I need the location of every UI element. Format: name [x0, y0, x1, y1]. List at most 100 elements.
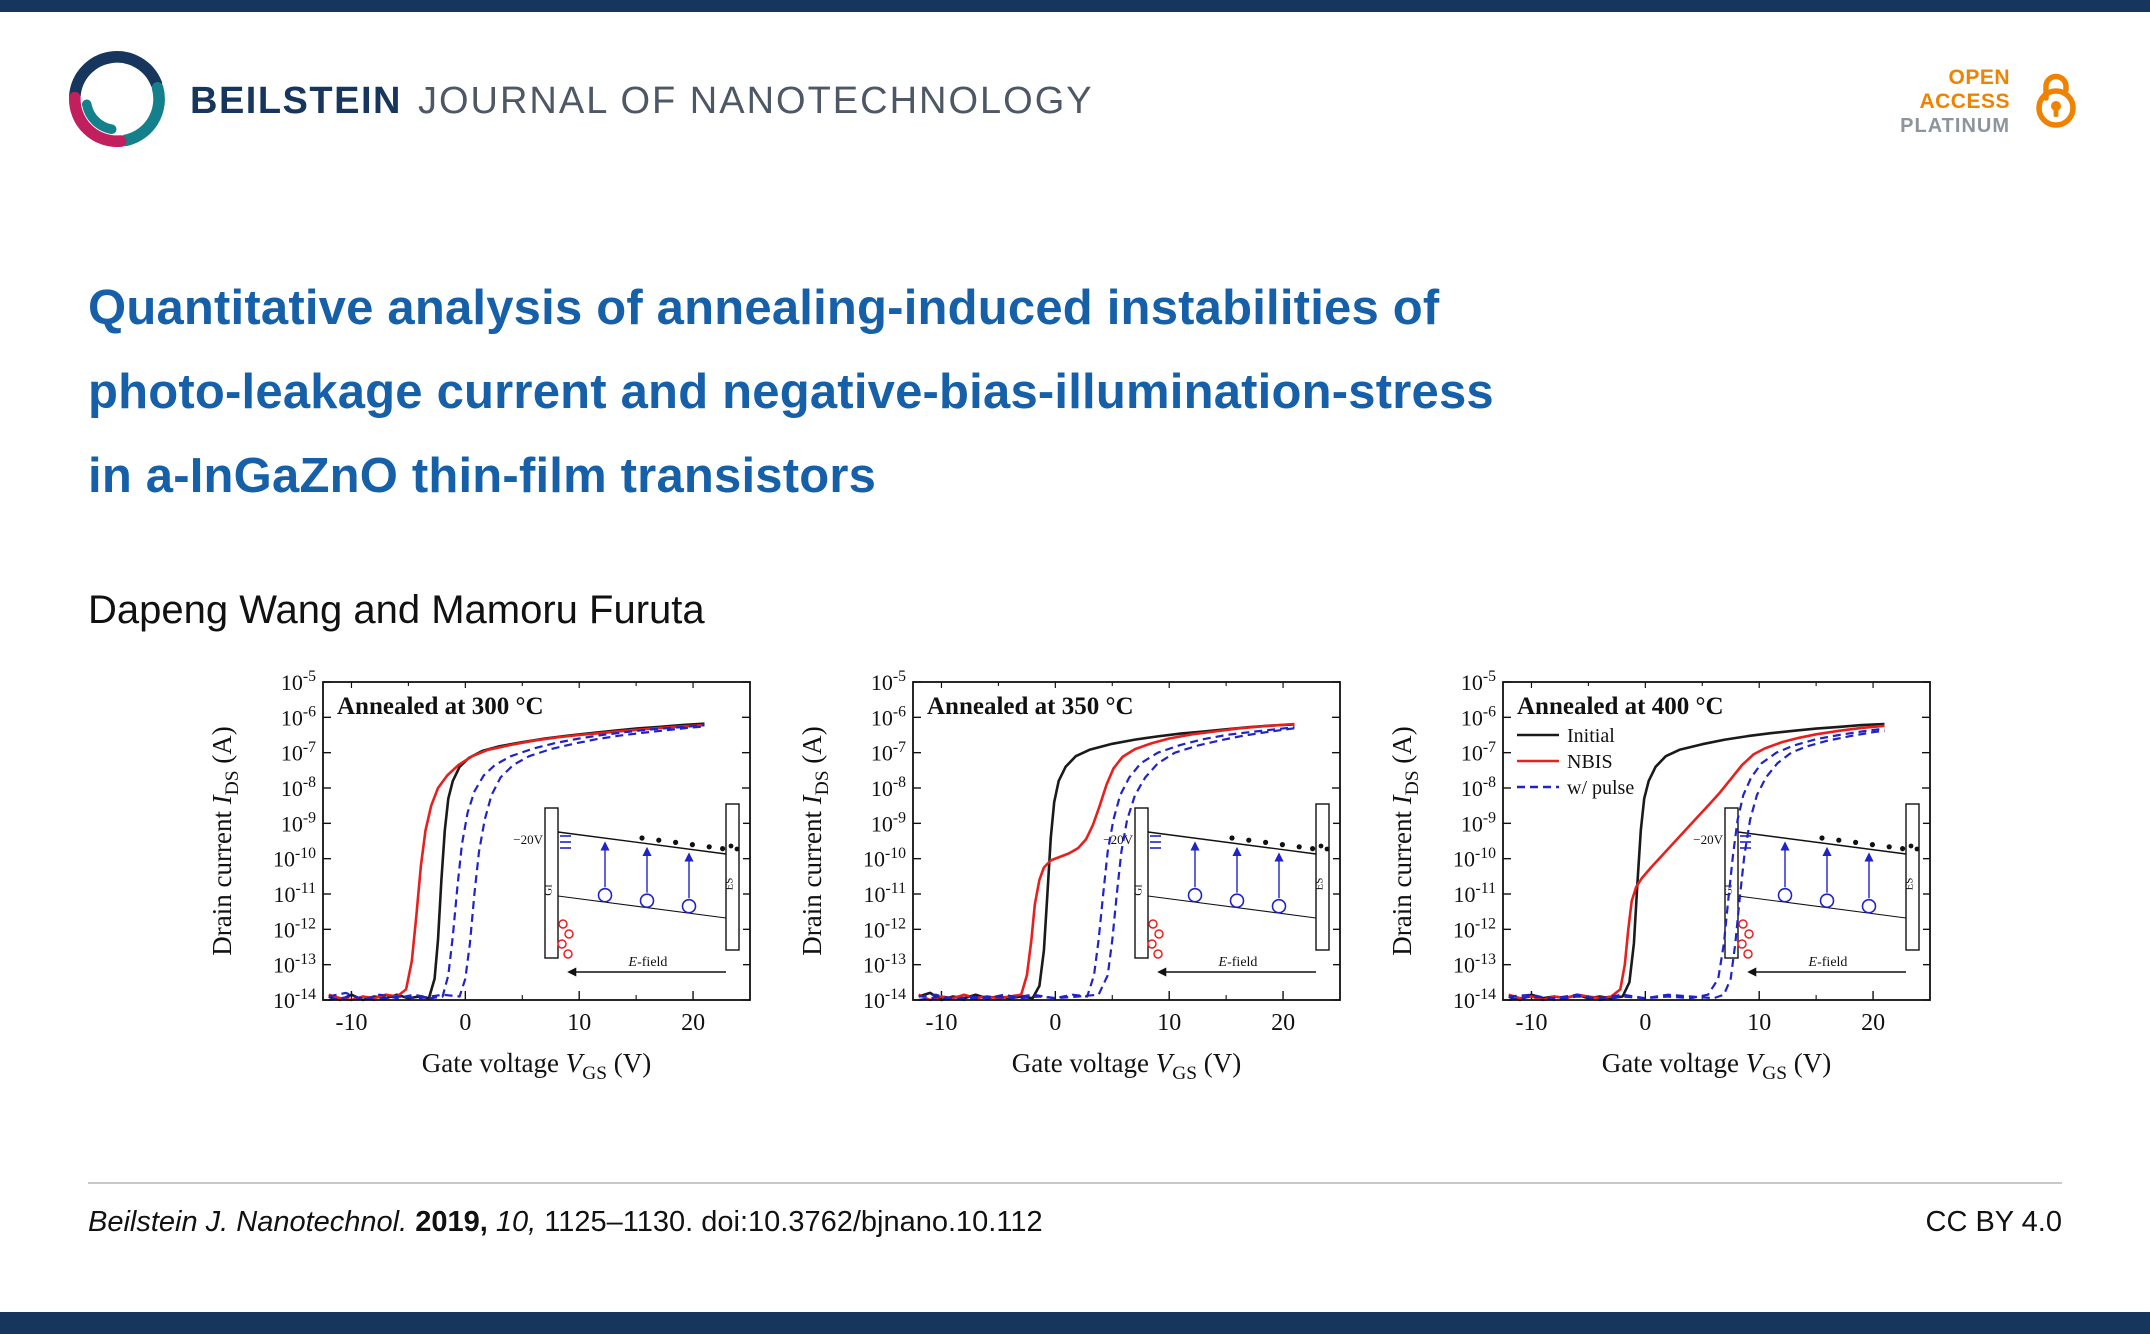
svg-text:10-8: 10-8	[871, 774, 906, 801]
chart-title: Annealed at 300 °C	[337, 693, 544, 720]
svg-text:NBIS: NBIS	[1567, 751, 1613, 773]
svg-text:10: 10	[1747, 1010, 1771, 1036]
svg-text:20: 20	[1861, 1010, 1885, 1036]
svg-text:10-12: 10-12	[1453, 916, 1496, 943]
x-axis-label: Gate voltage VGS (V)	[422, 1048, 651, 1084]
citation: Beilstein J. Nanotechnol. 2019, 10, 1125…	[88, 1206, 1043, 1239]
svg-text:10-11: 10-11	[274, 880, 316, 907]
citation-pages-doi: 1125–1130. doi:10.3762/bjnano.10.112	[544, 1206, 1043, 1238]
legend: Initial NBIS w/ pulse	[1517, 725, 1634, 799]
footer: Beilstein J. Nanotechnol. 2019, 10, 1125…	[88, 1206, 2062, 1239]
open-access-badge-text: OPEN ACCESS PLATINUM	[1900, 66, 2010, 138]
svg-text:10-6: 10-6	[871, 704, 906, 731]
chart-annealed-at-300-c: 10-510-610-710-810-910-1010-1110-1210-13…	[207, 668, 751, 1084]
title-line-2: photo-leakage current and negative-bias-…	[88, 365, 1494, 419]
footer-divider	[88, 1182, 2062, 1184]
citation-volume: 10,	[495, 1206, 537, 1238]
svg-text:−20V: −20V	[1103, 832, 1133, 847]
svg-text:10-14: 10-14	[273, 986, 316, 1013]
y-axis-label: Drain current IDS (A)	[1387, 726, 1423, 955]
svg-text:-10: -10	[1515, 1010, 1547, 1036]
svg-text:10-9: 10-9	[281, 810, 316, 837]
plot-frame	[322, 681, 751, 1001]
svg-text:20: 20	[681, 1010, 705, 1036]
y-axis-label: Drain current IDS (A)	[797, 726, 833, 955]
svg-text:10-7: 10-7	[281, 739, 316, 766]
series-w-pulse-2	[328, 724, 705, 1002]
top-accent-bar	[0, 0, 2150, 12]
badge-platinum-label: PLATINUM	[1900, 115, 2010, 137]
svg-text:10-12: 10-12	[863, 916, 906, 943]
svg-text:E-field: E-field	[1808, 955, 1848, 970]
svg-text:10-11: 10-11	[1454, 880, 1496, 907]
svg-text:10-13: 10-13	[273, 951, 316, 978]
svg-text:−20V: −20V	[1693, 832, 1723, 847]
svg-text:10-5: 10-5	[281, 668, 316, 695]
svg-text:10: 10	[1157, 1010, 1181, 1036]
svg-text:0: 0	[1639, 1010, 1651, 1036]
svg-text:10-7: 10-7	[871, 739, 906, 766]
title-line-3: in a-InGaZnO thin-film transistors	[88, 449, 877, 503]
series-w-pulse-3	[328, 725, 705, 1002]
badge-access-label: ACCESS	[1919, 90, 2010, 113]
band-diagram-inset: GI ES −20V E-field	[513, 802, 743, 980]
svg-text:10-13: 10-13	[863, 951, 906, 978]
chart-annealed-at-350-c: 10-510-610-710-810-910-1010-1110-1210-13…	[797, 668, 1341, 1084]
svg-text:10-7: 10-7	[1461, 739, 1496, 766]
svg-text:E-field: E-field	[1218, 955, 1258, 970]
svg-text:10-14: 10-14	[1453, 986, 1496, 1013]
svg-text:10-9: 10-9	[871, 810, 906, 837]
svg-text:10-10: 10-10	[1453, 845, 1496, 872]
journal-brand-subtitle: JOURNAL OF NANOTECHNOLOGY	[417, 80, 1094, 122]
axes: 10-510-610-710-810-910-1010-1110-1210-13…	[273, 668, 750, 1036]
article-authors: Dapeng Wang and Mamoru Furuta	[88, 588, 705, 632]
svg-text:GI: GI	[1723, 884, 1735, 896]
band-diagram-inset: GI ES −20V E-field	[1103, 802, 1333, 980]
svg-text:0: 0	[459, 1010, 471, 1036]
svg-text:-10: -10	[925, 1010, 957, 1036]
svg-text:10-10: 10-10	[863, 845, 906, 872]
series-w-pulse-2	[1508, 727, 1885, 1002]
svg-text:-10: -10	[335, 1010, 367, 1036]
beilstein-logo	[68, 51, 165, 148]
svg-text:ES: ES	[1314, 878, 1326, 891]
svg-text:10-11: 10-11	[864, 880, 906, 907]
open-access-lock-icon	[2036, 73, 2076, 128]
article-title: Quantitative analysis of annealing-induc…	[88, 266, 1494, 518]
svg-text:10-8: 10-8	[1461, 774, 1496, 801]
bottom-accent-bar	[0, 1312, 2150, 1334]
svg-text:20: 20	[1271, 1010, 1295, 1036]
svg-text:10-9: 10-9	[1461, 810, 1496, 837]
figure-transfer-curves: 10-5 10-6 10-7 10-8 10-9 10-10 10-11 10-12 10-13…	[0, 664, 2150, 1094]
svg-text:10-14: 10-14	[863, 986, 906, 1013]
chart-annealed-at-400-c: 10-510-610-710-810-910-1010-1110-1210-13…	[1387, 668, 1931, 1084]
svg-text:GI: GI	[543, 884, 555, 896]
plot-frame	[1502, 681, 1931, 1001]
series-w-pulse-3	[918, 727, 1295, 1002]
svg-text:Initial: Initial	[1567, 725, 1615, 747]
svg-text:10-5: 10-5	[871, 668, 906, 695]
x-axis-label: Gate voltage VGS (V)	[1012, 1048, 1241, 1084]
journal-brand-name: BEILSTEIN	[190, 80, 402, 122]
y-axis-label: Drain current IDS (A)	[207, 726, 243, 955]
svg-text:10-6: 10-6	[1461, 704, 1496, 731]
svg-text:10-8: 10-8	[281, 774, 316, 801]
svg-text:10-12: 10-12	[273, 916, 316, 943]
svg-text:ES: ES	[724, 878, 736, 891]
svg-text:10-13: 10-13	[1453, 951, 1496, 978]
open-access-badge: OPEN ACCESS PLATINUM	[1900, 66, 2088, 138]
x-axis-label: Gate voltage VGS (V)	[1602, 1048, 1831, 1084]
svg-text:E-field: E-field	[628, 955, 668, 970]
citation-year: 2019,	[415, 1206, 488, 1238]
axes: 10-510-610-710-810-910-1010-1110-1210-13…	[1453, 668, 1930, 1036]
series-nbis-1	[1508, 724, 1885, 1002]
license-label: CC BY 4.0	[1925, 1206, 2062, 1238]
band-diagram-inset: GI ES −20V E-field	[1693, 802, 1923, 980]
svg-text:GI: GI	[1133, 884, 1145, 896]
svg-text:10-5: 10-5	[1461, 668, 1496, 695]
title-line-1: Quantitative analysis of annealing-induc…	[88, 281, 1440, 335]
svg-text:10-10: 10-10	[273, 845, 316, 872]
citation-journal: Beilstein J. Nanotechnol.	[88, 1206, 408, 1238]
axes: 10-510-610-710-810-910-1010-1110-1210-13…	[863, 668, 1340, 1036]
